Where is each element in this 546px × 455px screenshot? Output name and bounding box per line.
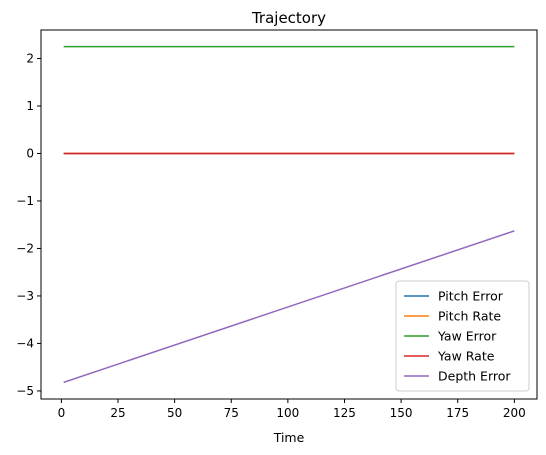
legend-box (395, 280, 530, 392)
series-line-depth-error (63, 230, 515, 384)
x-axis-label: Time (273, 430, 305, 445)
x-tick-label: 75 (224, 406, 239, 420)
x-tick-label: 100 (276, 406, 299, 420)
y-tick-label: 1 (26, 99, 34, 113)
plot-frame (40, 29, 538, 400)
y-tick-label: −4 (16, 336, 34, 350)
y-tick-label: 2 (26, 51, 34, 65)
x-tick-label: 50 (167, 406, 182, 420)
legend-label: Yaw Rate (437, 349, 495, 364)
legend: Pitch Error Pitch Rate Yaw Error Yaw Rate De… (395, 280, 530, 392)
y-axis: 2 1 0 −1 −2 −3 −4 −5 (16, 51, 41, 398)
y-tick-label: 0 (26, 146, 34, 160)
x-tick-label: 150 (390, 406, 413, 420)
legend-label: Depth Error (438, 369, 511, 384)
y-tick-label: −3 (16, 289, 34, 303)
x-axis: 0 25 50 75 100 125 150 175 200 (58, 399, 526, 420)
x-tick-label: 25 (110, 406, 125, 420)
x-tick-label: 175 (446, 406, 469, 420)
y-tick-label: −1 (16, 194, 34, 208)
legend-label: Yaw Error (437, 329, 497, 344)
x-tick-label: 200 (503, 406, 526, 420)
legend-label: Pitch Rate (438, 309, 501, 324)
y-tick-label: −5 (16, 384, 34, 398)
y-tick-label: −2 (16, 241, 34, 255)
x-tick-label: 0 (58, 406, 66, 420)
chart-title: Trajectory (251, 9, 326, 27)
plot-lines (63, 45, 515, 384)
legend-label: Pitch Error (438, 289, 504, 304)
x-tick-label: 125 (333, 406, 356, 420)
